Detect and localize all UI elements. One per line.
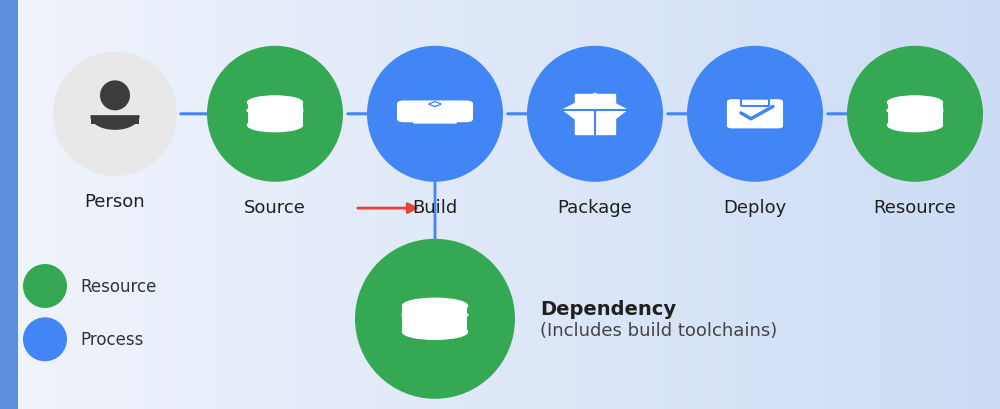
FancyBboxPatch shape xyxy=(728,101,782,128)
Ellipse shape xyxy=(207,47,343,182)
Ellipse shape xyxy=(248,97,302,110)
Ellipse shape xyxy=(687,47,823,182)
Ellipse shape xyxy=(355,239,515,399)
Ellipse shape xyxy=(888,119,942,133)
FancyBboxPatch shape xyxy=(0,0,18,409)
Polygon shape xyxy=(91,117,139,130)
FancyBboxPatch shape xyxy=(575,94,615,135)
FancyBboxPatch shape xyxy=(888,103,943,126)
Ellipse shape xyxy=(23,317,67,362)
Ellipse shape xyxy=(248,119,302,133)
Text: Deploy: Deploy xyxy=(723,199,787,217)
Text: Resource: Resource xyxy=(80,277,156,295)
Text: Package: Package xyxy=(558,199,632,217)
Ellipse shape xyxy=(53,53,177,176)
Ellipse shape xyxy=(847,47,983,182)
FancyBboxPatch shape xyxy=(91,117,139,125)
Text: Process: Process xyxy=(80,330,143,348)
Ellipse shape xyxy=(402,324,468,339)
FancyBboxPatch shape xyxy=(248,103,303,126)
Ellipse shape xyxy=(367,47,503,182)
Polygon shape xyxy=(563,94,627,135)
FancyBboxPatch shape xyxy=(413,120,457,124)
FancyBboxPatch shape xyxy=(398,102,472,122)
Text: Build: Build xyxy=(412,199,458,217)
FancyBboxPatch shape xyxy=(402,306,467,332)
Text: Person: Person xyxy=(85,193,145,211)
Text: (Includes build toolchains): (Includes build toolchains) xyxy=(540,321,777,339)
Ellipse shape xyxy=(402,299,468,314)
Text: <>: <> xyxy=(428,98,442,111)
Ellipse shape xyxy=(527,47,663,182)
Ellipse shape xyxy=(100,81,130,111)
Text: Source: Source xyxy=(244,199,306,217)
Text: Resource: Resource xyxy=(874,199,956,217)
FancyBboxPatch shape xyxy=(741,99,769,107)
Text: Dependency: Dependency xyxy=(540,299,676,318)
FancyBboxPatch shape xyxy=(429,115,441,122)
Ellipse shape xyxy=(23,264,67,308)
Ellipse shape xyxy=(888,97,942,110)
